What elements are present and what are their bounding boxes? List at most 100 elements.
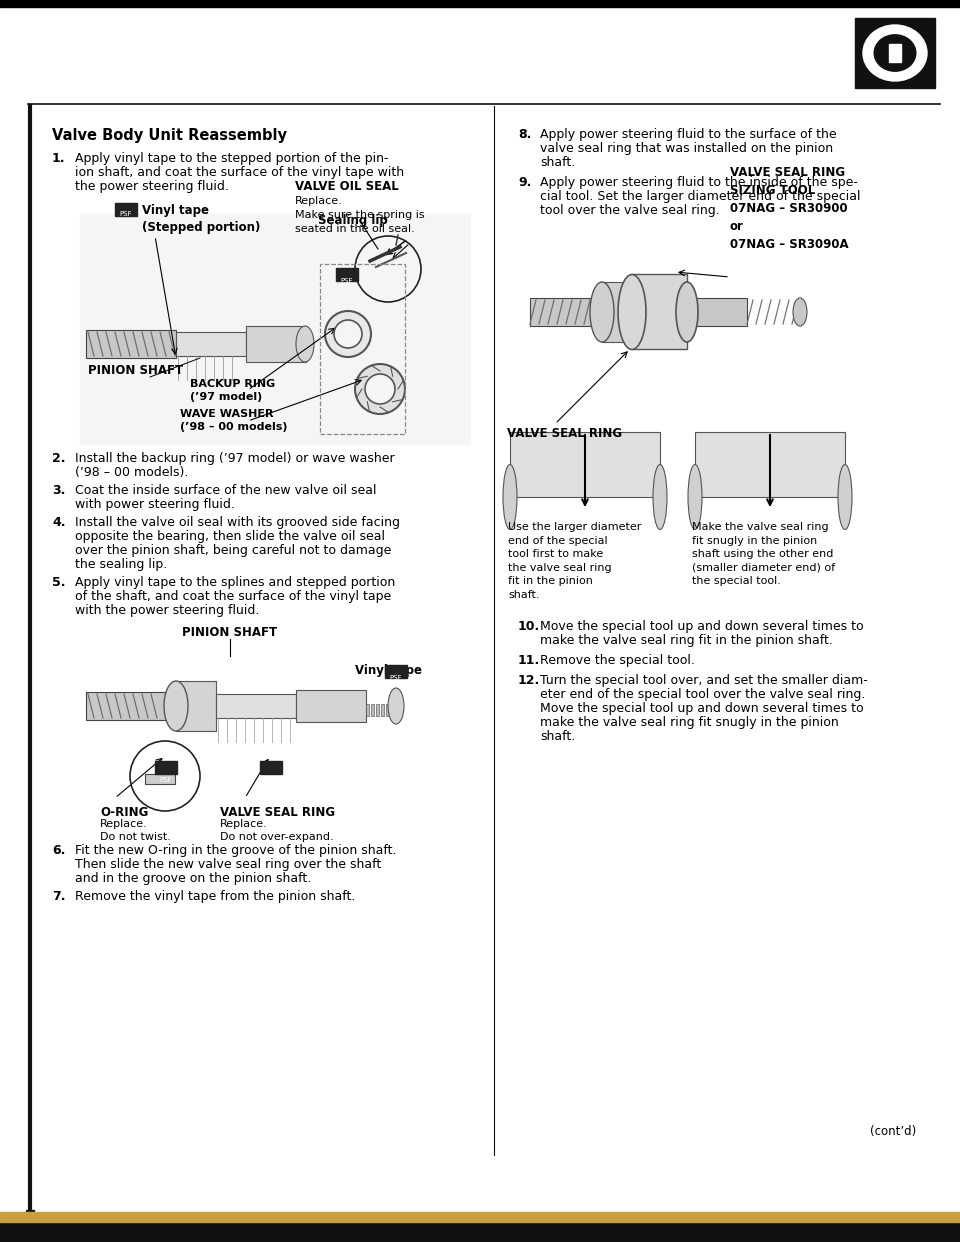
Bar [320,265,405,433]
Bar [855,17,935,88]
Text: PSF: PSF [390,674,402,681]
Text: Then slide the new valve seal ring over the shaft: Then slide the new valve seal ring over … [75,858,381,871]
Text: shaft.: shaft. [540,156,575,169]
Text: 6.: 6. [52,845,65,857]
Text: Replace.
Do not twist.: Replace. Do not twist. [100,818,171,842]
Bar [386,704,389,715]
Text: Replace.
Make sure the spring is
seated in the oil seal.: Replace. Make sure the spring is seated … [295,196,424,233]
Bar [632,274,687,349]
Bar [86,692,176,720]
Bar [0,1212,960,1222]
Text: Valve Body Unit Reassembly: Valve Body Unit Reassembly [52,128,287,143]
Bar [695,432,845,497]
Text: 12.: 12. [518,674,540,687]
Text: Apply vinyl tape to the stepped portion of the pin-: Apply vinyl tape to the stepped portion … [75,152,389,165]
Text: 8.: 8. [518,128,532,142]
Bar [145,774,175,784]
Bar [510,432,660,497]
Text: with power steering fluid.: with power steering fluid. [75,498,235,510]
Text: 3.: 3. [52,484,65,497]
Text: tool over the valve seal ring.: tool over the valve seal ring. [540,204,720,217]
Text: VALVE OIL SEAL: VALVE OIL SEAL [295,180,398,193]
Text: Vinyl tape: Vinyl tape [355,664,422,677]
Ellipse shape [388,688,404,724]
Text: with the power steering fluid.: with the power steering fluid. [75,604,259,617]
Text: Sealing lip: Sealing lip [318,214,388,227]
Text: PINION SHAFT: PINION SHAFT [182,626,277,638]
Text: valve seal ring that was installed on the pinion: valve seal ring that was installed on th… [540,142,833,155]
Text: VALVE SEAL RING: VALVE SEAL RING [507,427,622,440]
Bar [371,704,374,715]
Bar [530,298,602,325]
Bar [86,330,176,358]
Ellipse shape [653,465,667,529]
Ellipse shape [618,274,646,349]
Bar [391,704,394,715]
Ellipse shape [863,25,927,81]
Ellipse shape [793,298,807,325]
Text: Coat the inside surface of the new valve oil seal: Coat the inside surface of the new valve… [75,484,376,497]
Text: VALVE SEAL RING
SIZING TOOL
07NAG – SR30900
or
07NAG – SR3090A: VALVE SEAL RING SIZING TOOL 07NAG – SR30… [730,166,849,251]
Text: PSF: PSF [120,211,132,217]
Text: VALVE SEAL RING: VALVE SEAL RING [220,806,335,818]
Text: 7.: 7. [52,891,65,903]
Text: eter end of the special tool over the valve seal ring.: eter end of the special tool over the va… [540,688,865,700]
Ellipse shape [325,310,371,356]
Bar [176,681,216,732]
Ellipse shape [164,681,188,732]
Ellipse shape [355,364,405,414]
Bar [296,691,366,722]
Text: Apply power steering fluid to the inside of the spe-: Apply power steering fluid to the inside… [540,176,858,189]
Text: Replace.
Do not over-expand.: Replace. Do not over-expand. [220,818,334,842]
Text: 4.: 4. [52,515,65,529]
Text: 10.: 10. [518,620,540,633]
Text: 2.: 2. [52,452,65,465]
Bar [376,704,379,715]
Text: ww.emanualpro.com: ww.emanualpro.com [32,1230,132,1240]
Bar [381,704,384,715]
Text: PSF: PSF [341,278,353,284]
Ellipse shape [503,465,517,529]
Bar [155,761,177,774]
Text: ion shaft, and coat the surface of the vinyl tape with: ion shaft, and coat the surface of the v… [75,166,404,179]
Text: Make the valve seal ring
fit snugly in the pinion
shaft using the other end
(sma: Make the valve seal ring fit snugly in t… [692,522,835,586]
Bar [385,664,407,678]
Text: make the valve seal ring fit in the pinion shaft.: make the valve seal ring fit in the pini… [540,633,833,647]
Text: carmanualsol­sonline.info: carmanualsol­sonline.info [720,1230,836,1240]
Text: Remove the special tool.: Remove the special tool. [540,655,695,667]
Text: and in the groove on the pinion shaft.: and in the groove on the pinion shaft. [75,872,311,886]
Text: 1.: 1. [52,152,65,165]
Text: the sealing lip.: the sealing lip. [75,558,167,571]
Ellipse shape [875,35,916,71]
Ellipse shape [334,320,362,348]
Ellipse shape [838,465,852,529]
Bar [216,694,296,718]
Bar [80,214,470,443]
Text: over the pinion shaft, being careful not to damage: over the pinion shaft, being careful not… [75,544,392,556]
Bar [336,268,358,281]
Text: 9.: 9. [518,176,532,189]
Bar [246,325,306,361]
Text: Install the backup ring (’97 model) or wave washer: Install the backup ring (’97 model) or w… [75,452,395,465]
Text: of the shaft, and coat the surface of the vinyl tape: of the shaft, and coat the surface of th… [75,590,392,604]
Bar [26,1210,34,1218]
Text: PSF: PSF [265,777,277,782]
Text: 5.: 5. [52,576,65,589]
Text: the power steering fluid.: the power steering fluid. [75,180,228,193]
Text: Move the special tool up and down several times to: Move the special tool up and down severa… [540,702,864,715]
Bar [602,282,632,342]
Bar [366,704,369,715]
Bar [260,761,282,774]
Text: Fit the new O-ring in the groove of the pinion shaft.: Fit the new O-ring in the groove of the … [75,845,396,857]
Text: Apply power steering fluid to the surface of the: Apply power steering fluid to the surfac… [540,128,836,142]
Ellipse shape [676,282,698,342]
Text: shaft.: shaft. [540,730,575,743]
Ellipse shape [365,374,395,404]
Text: opposite the bearing, then slide the valve oil seal: opposite the bearing, then slide the val… [75,530,385,543]
Text: Remove the vinyl tape from the pinion shaft.: Remove the vinyl tape from the pinion sh… [75,891,355,903]
Bar [889,43,901,62]
Text: (’98 – 00 models).: (’98 – 00 models). [75,466,188,479]
Text: 11.: 11. [518,655,540,667]
Bar [687,298,747,325]
Text: PSF: PSF [159,777,172,782]
